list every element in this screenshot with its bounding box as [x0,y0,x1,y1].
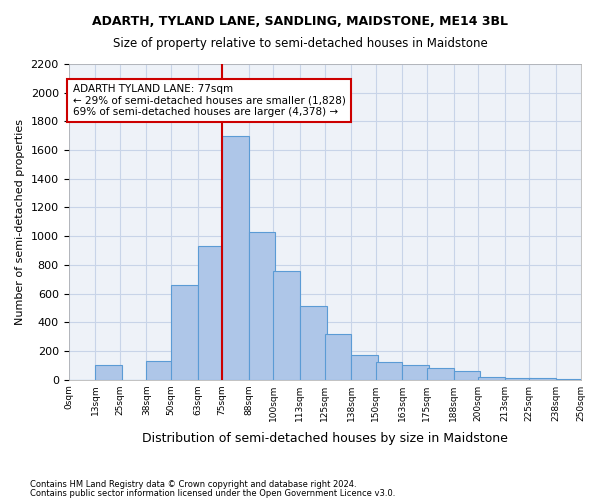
Bar [222,136,249,380]
Bar [427,368,454,380]
Bar [505,378,532,380]
Text: Contains HM Land Registry data © Crown copyright and database right 2024.: Contains HM Land Registry data © Crown c… [30,480,356,489]
Y-axis label: Number of semi-detached properties: Number of semi-detached properties [15,119,25,325]
Bar [351,354,378,380]
Bar [529,378,556,380]
X-axis label: Distribution of semi-detached houses by size in Maidstone: Distribution of semi-detached houses by … [142,432,508,445]
Bar [274,270,300,380]
Bar [556,379,583,380]
Bar [376,362,403,380]
Text: Contains public sector information licensed under the Open Government Licence v3: Contains public sector information licen… [30,488,395,498]
Text: Size of property relative to semi-detached houses in Maidstone: Size of property relative to semi-detach… [113,38,487,51]
Bar [249,232,275,380]
Bar [197,246,224,380]
Bar [146,361,173,380]
Bar [171,285,197,380]
Bar [403,366,429,380]
Bar [325,334,351,380]
Text: ADARTH, TYLAND LANE, SANDLING, MAIDSTONE, ME14 3BL: ADARTH, TYLAND LANE, SANDLING, MAIDSTONE… [92,15,508,28]
Text: ADARTH TYLAND LANE: 77sqm
← 29% of semi-detached houses are smaller (1,828)
69% : ADARTH TYLAND LANE: 77sqm ← 29% of semi-… [73,84,346,117]
Bar [95,366,122,380]
Bar [454,371,480,380]
Bar [300,306,326,380]
Bar [478,377,505,380]
